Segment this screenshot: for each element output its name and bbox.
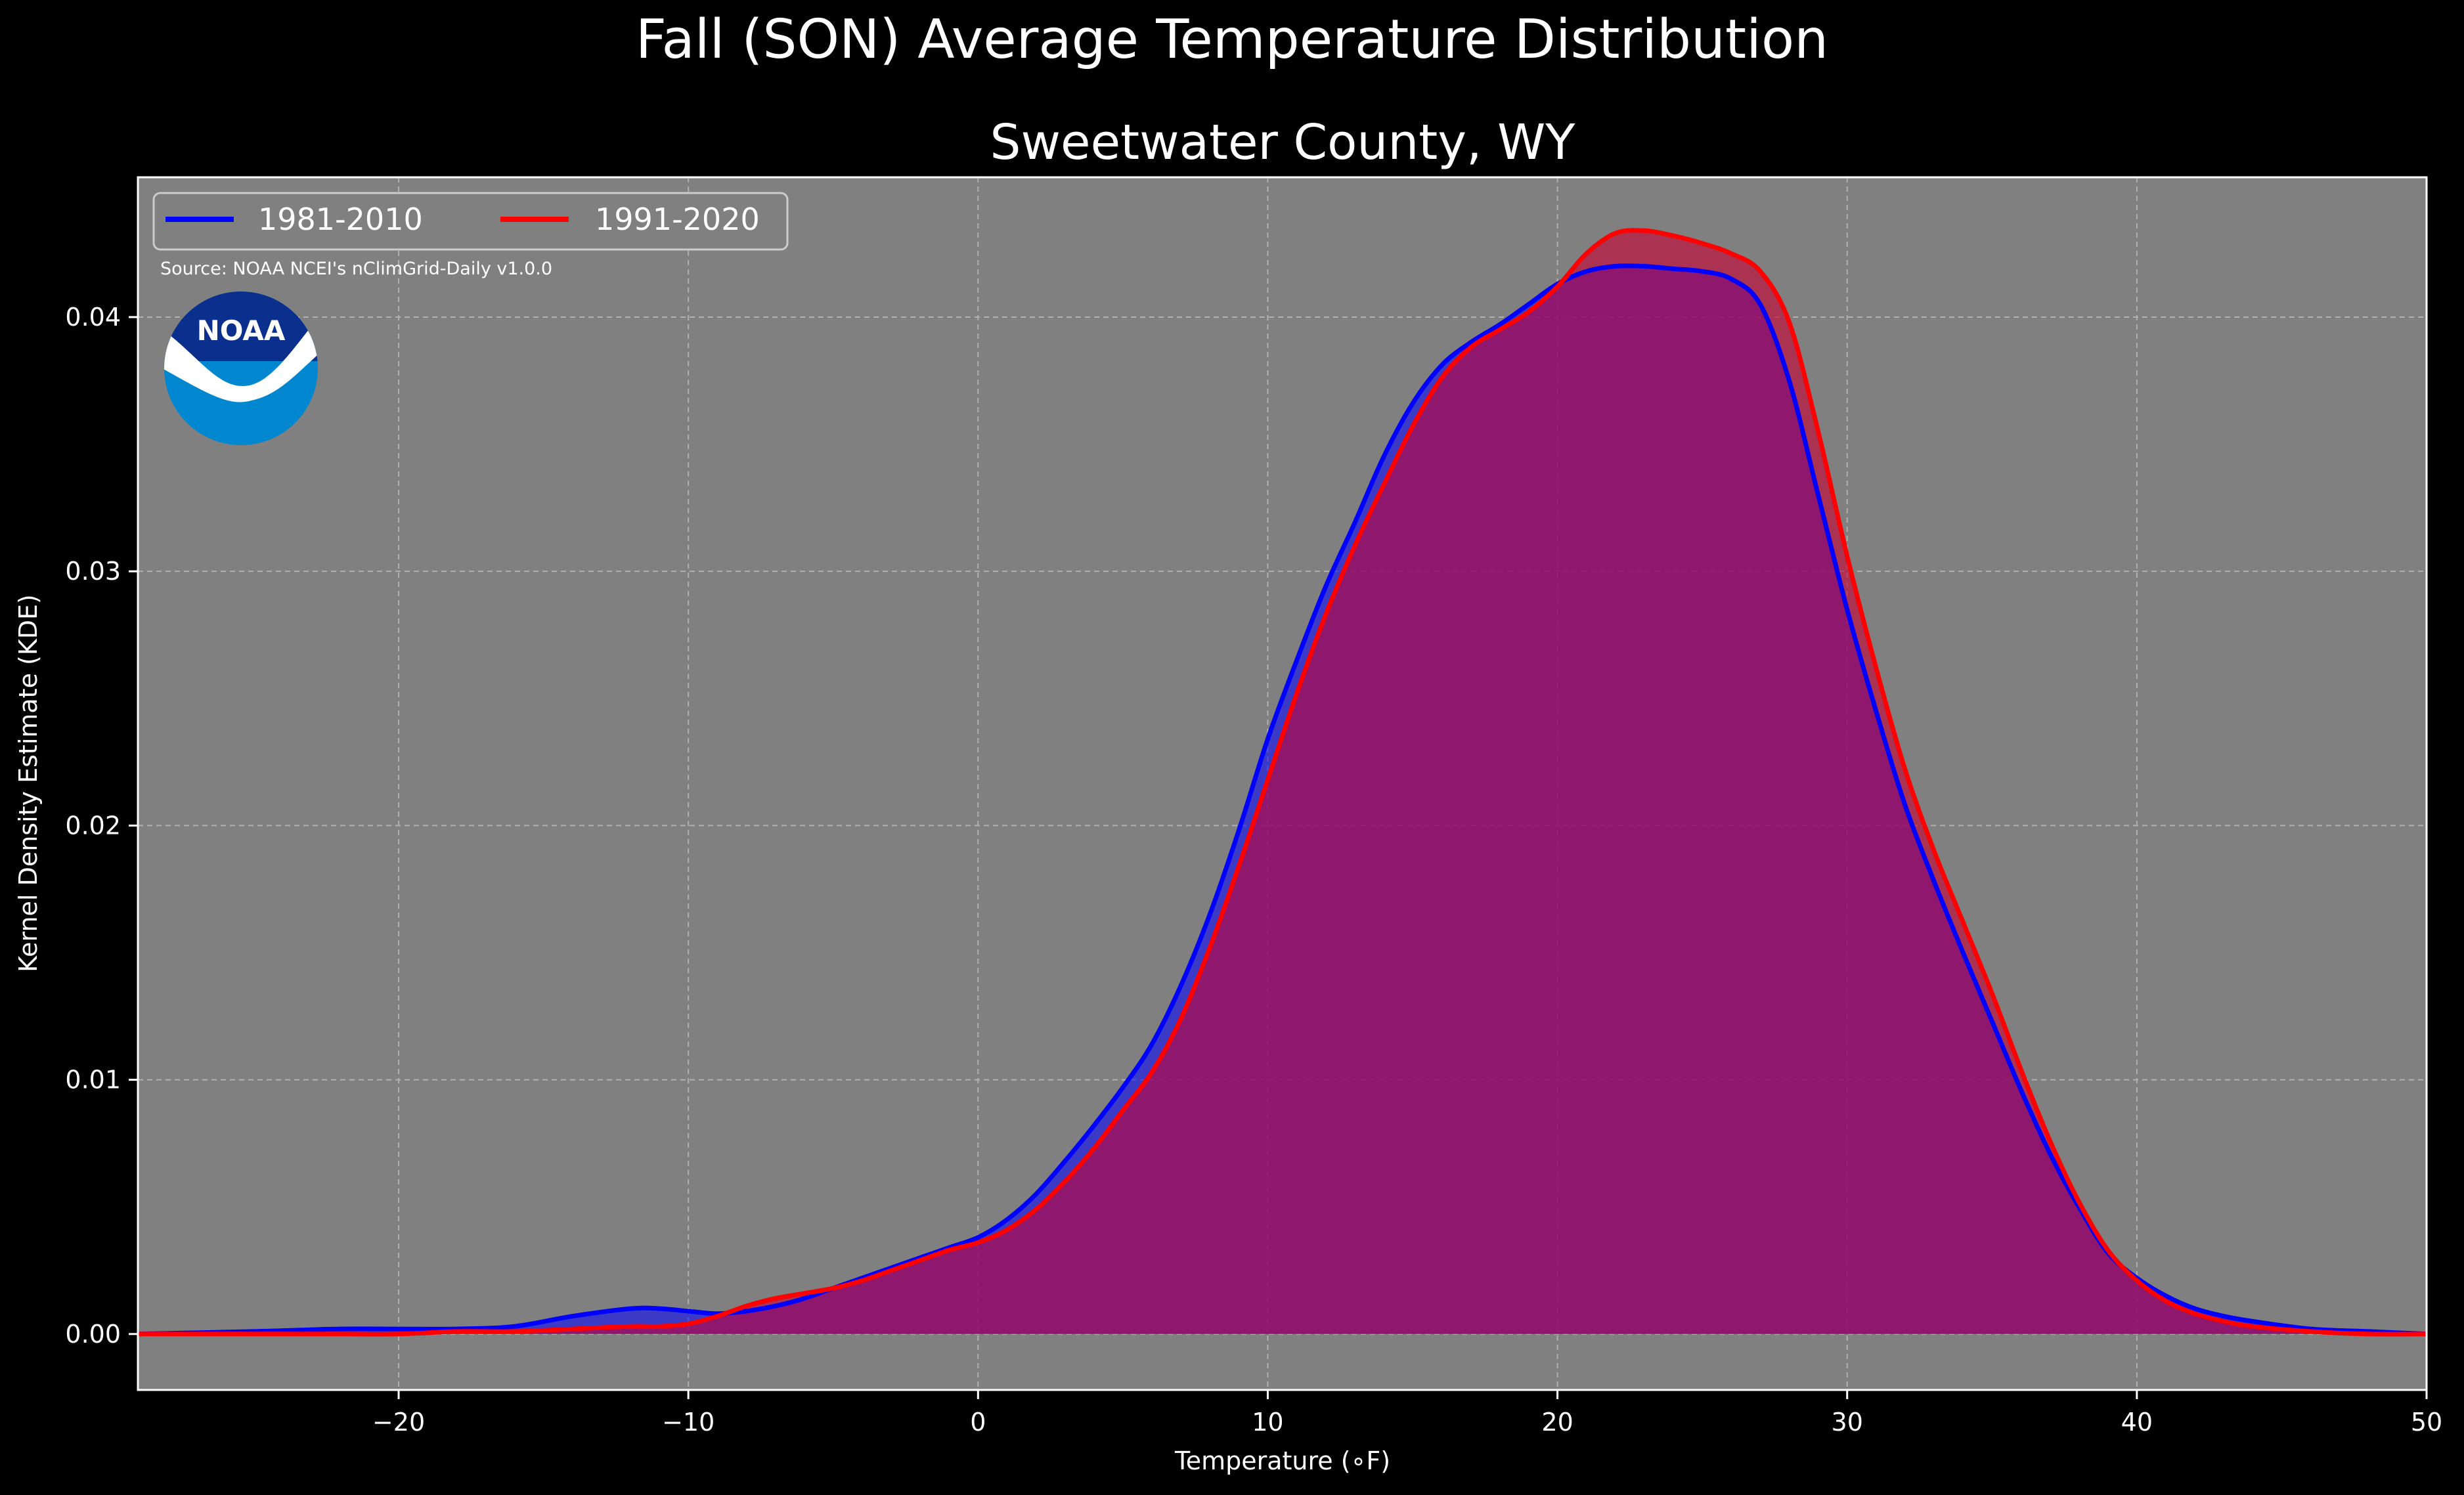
density-lines xyxy=(137,228,2427,1337)
y-tick-label: 0.00 xyxy=(65,1320,121,1349)
x-tick-label: 40 xyxy=(2121,1408,2153,1437)
x-tick-label: 50 xyxy=(2411,1408,2442,1437)
x-tick-label: 0 xyxy=(970,1408,986,1437)
legend-label-1991-2020: 1991-2020 xyxy=(595,202,760,237)
noaa-logo-gull-tail xyxy=(217,381,276,402)
x-tick-label: −20 xyxy=(372,1408,425,1437)
noaa-logo-gull xyxy=(164,309,318,402)
y-tick-label: 0.01 xyxy=(65,1066,121,1094)
x-tick-label: 10 xyxy=(1252,1408,1283,1437)
legend-box xyxy=(152,192,789,251)
density-area-1991-2020 xyxy=(138,230,2427,1335)
noaa-logo-text: NOAA xyxy=(197,314,286,347)
density-line-1981-2010 xyxy=(137,263,2427,1337)
figure-suptitle: Fall (SON) Average Temperature Distribut… xyxy=(636,9,1828,71)
legend-label-1981-2010: 1981-2010 xyxy=(258,202,423,237)
y-tick-label: 0.02 xyxy=(65,811,121,840)
x-tick-label: 20 xyxy=(1541,1408,1573,1437)
legend: 1981-2010 1991-2020 xyxy=(152,192,789,251)
y-axis-label: Kernel Density Estimate (KDE) xyxy=(14,594,43,972)
x-axis-ticks: −20 −10 0 10 20 30 40 50 xyxy=(372,1390,2442,1437)
chart-title: Sweetwater County, WY xyxy=(990,114,1576,171)
x-tick-label: −10 xyxy=(662,1408,715,1437)
plot-frame xyxy=(137,176,2428,1391)
x-tick-label: 30 xyxy=(1832,1408,1863,1437)
source-note: Source: NOAA NCEI's nClimGrid-Daily v1.0… xyxy=(160,259,552,279)
x-axis-label: Temperature (∘F) xyxy=(1174,1446,1390,1475)
y-axis-ticks: 0.00 0.01 0.02 0.03 0.04 xyxy=(65,303,138,1349)
y-tick-label: 0.03 xyxy=(65,557,121,586)
y-tick-label: 0.04 xyxy=(65,303,121,332)
density-areas xyxy=(138,230,2427,1335)
density-line-1991-2020 xyxy=(138,228,2427,1337)
